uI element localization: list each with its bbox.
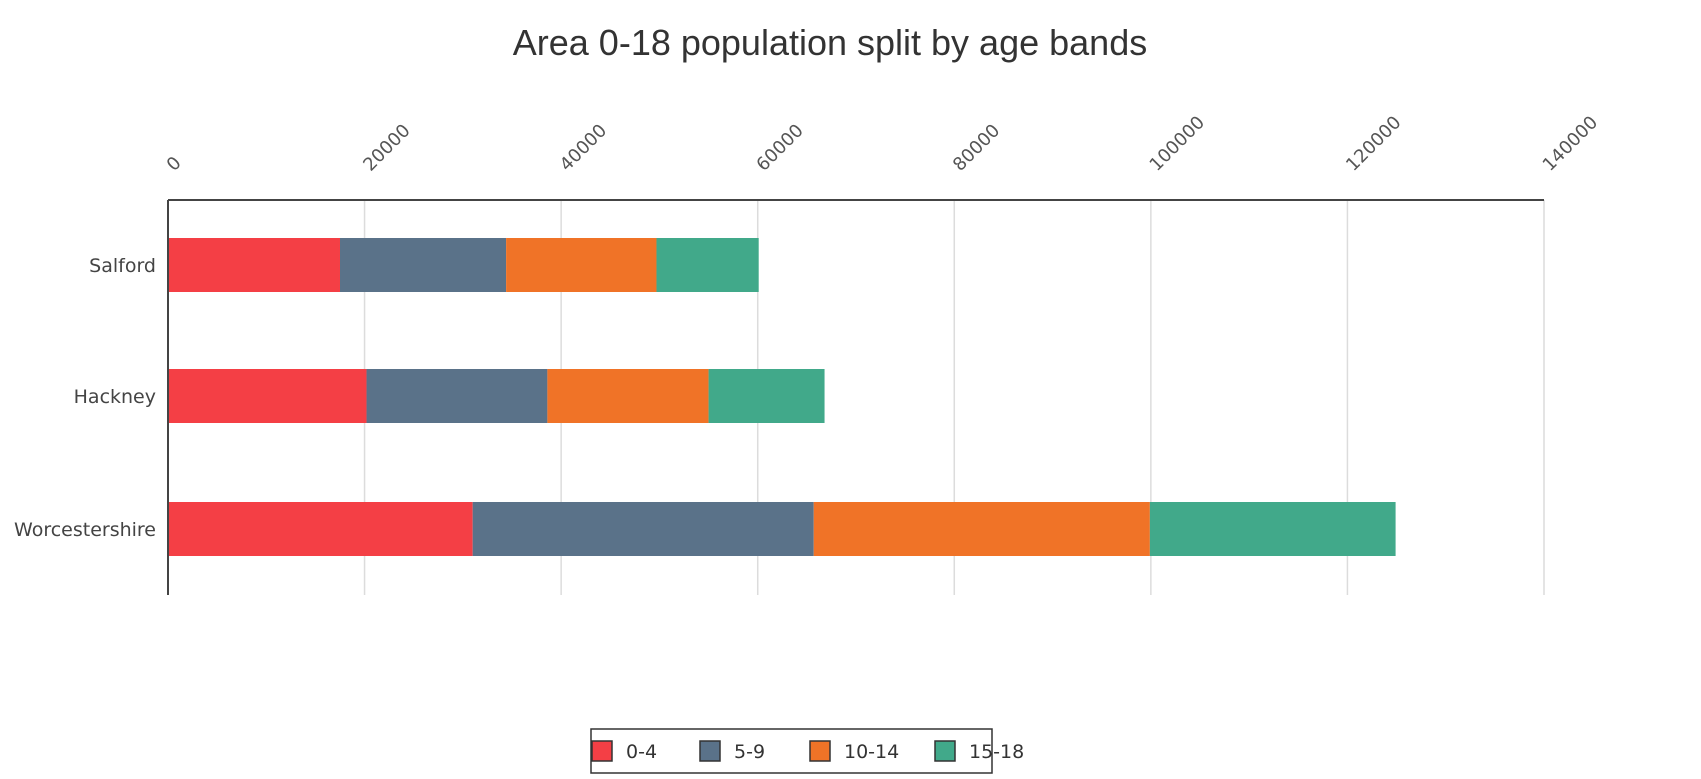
bar-segment bbox=[168, 502, 473, 556]
x-tick-label: 80000 bbox=[949, 120, 1004, 175]
legend-label: 15-18 bbox=[969, 741, 1024, 763]
category-label: Salford bbox=[89, 255, 156, 277]
legend-label: 10-14 bbox=[844, 741, 899, 763]
legend: 0-4 5-9 10-14 15-18 bbox=[590, 728, 1024, 774]
x-tick-label: 120000 bbox=[1342, 112, 1405, 175]
legend-label: 5-9 bbox=[734, 741, 765, 763]
bar-segment bbox=[813, 502, 1150, 556]
bar-segment bbox=[168, 369, 367, 423]
bar-segment bbox=[340, 238, 507, 292]
bar-segment bbox=[472, 502, 814, 556]
category-label: Hackney bbox=[74, 386, 156, 408]
axes bbox=[167, 199, 1544, 595]
bar-segment bbox=[708, 369, 825, 423]
bar-segment bbox=[366, 369, 548, 423]
chart-title: Area 0-18 population split by age bands bbox=[513, 22, 1147, 63]
legend-swatch bbox=[591, 740, 613, 762]
bar-segment bbox=[656, 238, 759, 292]
x-tick-label: 20000 bbox=[359, 120, 414, 175]
x-tick-label: 40000 bbox=[556, 120, 611, 175]
x-tick-label: 140000 bbox=[1539, 112, 1602, 175]
bar-segment bbox=[547, 369, 709, 423]
bar-segment bbox=[1149, 502, 1396, 556]
category-label: Worcestershire bbox=[14, 519, 156, 541]
x-tick-labels: 0 20000 40000 60000 80000 100000 120000 140000 bbox=[163, 112, 1602, 175]
bar-segment bbox=[168, 238, 340, 292]
x-tick-label: 100000 bbox=[1146, 112, 1209, 175]
legend-swatch bbox=[699, 740, 721, 762]
legend-label: 0-4 bbox=[626, 741, 657, 763]
legend-swatch bbox=[934, 740, 956, 762]
x-tick-label: 60000 bbox=[752, 120, 807, 175]
category-labels: Salford Hackney Worcestershire bbox=[14, 255, 156, 541]
legend-swatch bbox=[809, 740, 831, 762]
bars bbox=[168, 238, 1396, 556]
legend-frame bbox=[590, 728, 993, 774]
bar-segment bbox=[506, 238, 657, 292]
x-tick-label: 0 bbox=[163, 153, 186, 176]
